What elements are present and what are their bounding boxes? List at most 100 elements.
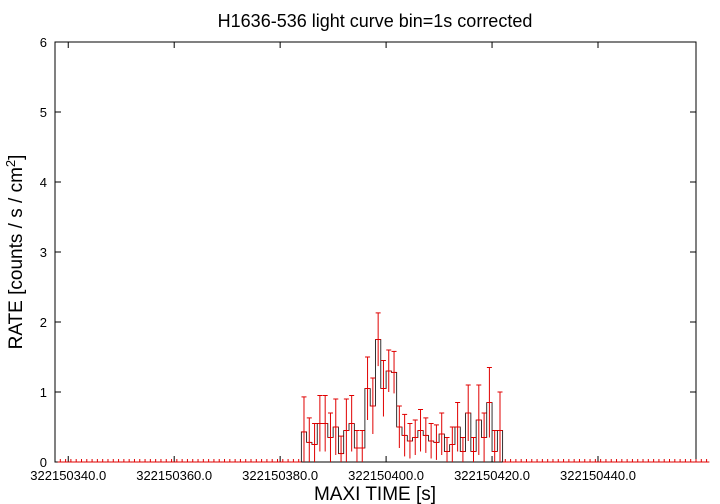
data-point bbox=[153, 459, 159, 463]
data-point bbox=[645, 459, 651, 463]
data-point bbox=[449, 426, 455, 462]
data-point bbox=[587, 459, 593, 463]
data-point bbox=[539, 459, 546, 463]
data-point bbox=[688, 459, 694, 463]
data-point bbox=[110, 459, 116, 463]
y-tick-label: 5 bbox=[40, 105, 47, 120]
data-point bbox=[190, 459, 196, 463]
data-point bbox=[94, 459, 101, 463]
data-point bbox=[375, 312, 381, 367]
y-axis-title-main: RATE [counts / s / cm bbox=[6, 167, 27, 349]
data-point bbox=[486, 367, 493, 438]
data-point bbox=[137, 459, 143, 463]
data-point bbox=[592, 459, 598, 463]
data-point bbox=[560, 459, 567, 463]
data-point bbox=[492, 430, 498, 462]
y-axis-title-superscript: 2 bbox=[3, 160, 18, 167]
data-point bbox=[507, 459, 514, 463]
data-point bbox=[327, 412, 334, 462]
data-point bbox=[163, 459, 169, 463]
data-point bbox=[322, 395, 328, 452]
data-point bbox=[333, 398, 339, 455]
data-point bbox=[693, 459, 699, 463]
data-point bbox=[73, 459, 79, 463]
data-point bbox=[534, 459, 540, 463]
data-point bbox=[470, 437, 477, 462]
x-tick-label: 322150380.0 bbox=[242, 468, 318, 483]
data-point bbox=[269, 459, 275, 463]
data-point bbox=[603, 459, 609, 463]
data-point bbox=[608, 459, 614, 463]
data-point bbox=[200, 459, 206, 463]
data-point bbox=[513, 459, 519, 463]
data-point bbox=[174, 459, 180, 463]
data-point bbox=[624, 459, 630, 463]
data-point bbox=[105, 459, 111, 463]
data-point bbox=[317, 395, 323, 452]
data-point bbox=[359, 430, 365, 462]
data-point bbox=[497, 391, 503, 462]
data-point bbox=[142, 459, 148, 463]
data-point bbox=[306, 417, 312, 462]
y-axis-title-close: ] bbox=[6, 155, 27, 160]
data-point bbox=[613, 459, 620, 463]
x-tick-label: 322150440.0 bbox=[560, 468, 636, 483]
y-tick-label: 3 bbox=[40, 245, 47, 260]
data-point bbox=[465, 384, 471, 441]
y-tick-label: 6 bbox=[40, 35, 47, 50]
data-point bbox=[211, 459, 217, 463]
data-point bbox=[195, 459, 201, 463]
data-point bbox=[338, 435, 344, 462]
data-point bbox=[555, 459, 561, 463]
data-point bbox=[550, 459, 556, 463]
data-point bbox=[78, 459, 85, 463]
data-point bbox=[285, 459, 291, 463]
data-point bbox=[582, 459, 588, 463]
data-point bbox=[311, 423, 318, 462]
y-axis-ticks: 0 1 2 3 4 5 6 bbox=[40, 35, 696, 470]
data-point bbox=[349, 395, 355, 452]
data-point bbox=[370, 377, 376, 434]
data-point bbox=[460, 437, 466, 462]
data-point bbox=[650, 459, 657, 463]
data-point bbox=[62, 459, 69, 463]
data-point bbox=[666, 459, 673, 463]
data-point bbox=[57, 459, 63, 463]
y-tick-label: 2 bbox=[40, 315, 47, 330]
data-point bbox=[227, 459, 233, 463]
data-point bbox=[386, 349, 392, 392]
x-tick-label: 322150340.0 bbox=[30, 468, 106, 483]
data-point bbox=[158, 459, 164, 463]
data-point bbox=[301, 396, 307, 462]
data-point bbox=[703, 459, 710, 463]
data-point bbox=[84, 459, 90, 463]
light-curve-series bbox=[57, 312, 710, 463]
data-point bbox=[253, 459, 259, 463]
data-point bbox=[205, 459, 212, 463]
data-point bbox=[407, 423, 413, 459]
data-point bbox=[248, 459, 254, 463]
data-point bbox=[571, 459, 577, 463]
data-point bbox=[635, 459, 641, 463]
data-point bbox=[481, 412, 487, 462]
data-point bbox=[121, 459, 127, 463]
data-point bbox=[184, 459, 191, 463]
data-point bbox=[529, 459, 535, 463]
data-point bbox=[444, 437, 450, 462]
data-point bbox=[698, 459, 704, 463]
data-point bbox=[566, 459, 572, 463]
data-point bbox=[115, 459, 122, 463]
data-point bbox=[423, 417, 429, 453]
data-point bbox=[439, 412, 445, 455]
data-point bbox=[619, 459, 625, 463]
data-point bbox=[433, 424, 440, 460]
data-point bbox=[656, 459, 662, 463]
y-tick-label: 0 bbox=[40, 455, 47, 470]
data-point bbox=[274, 459, 281, 463]
y-axis-title: RATE [counts / s / cm2] bbox=[3, 155, 27, 350]
data-point bbox=[243, 459, 249, 463]
data-point bbox=[216, 459, 222, 463]
data-point bbox=[380, 360, 387, 417]
data-point bbox=[396, 405, 402, 448]
